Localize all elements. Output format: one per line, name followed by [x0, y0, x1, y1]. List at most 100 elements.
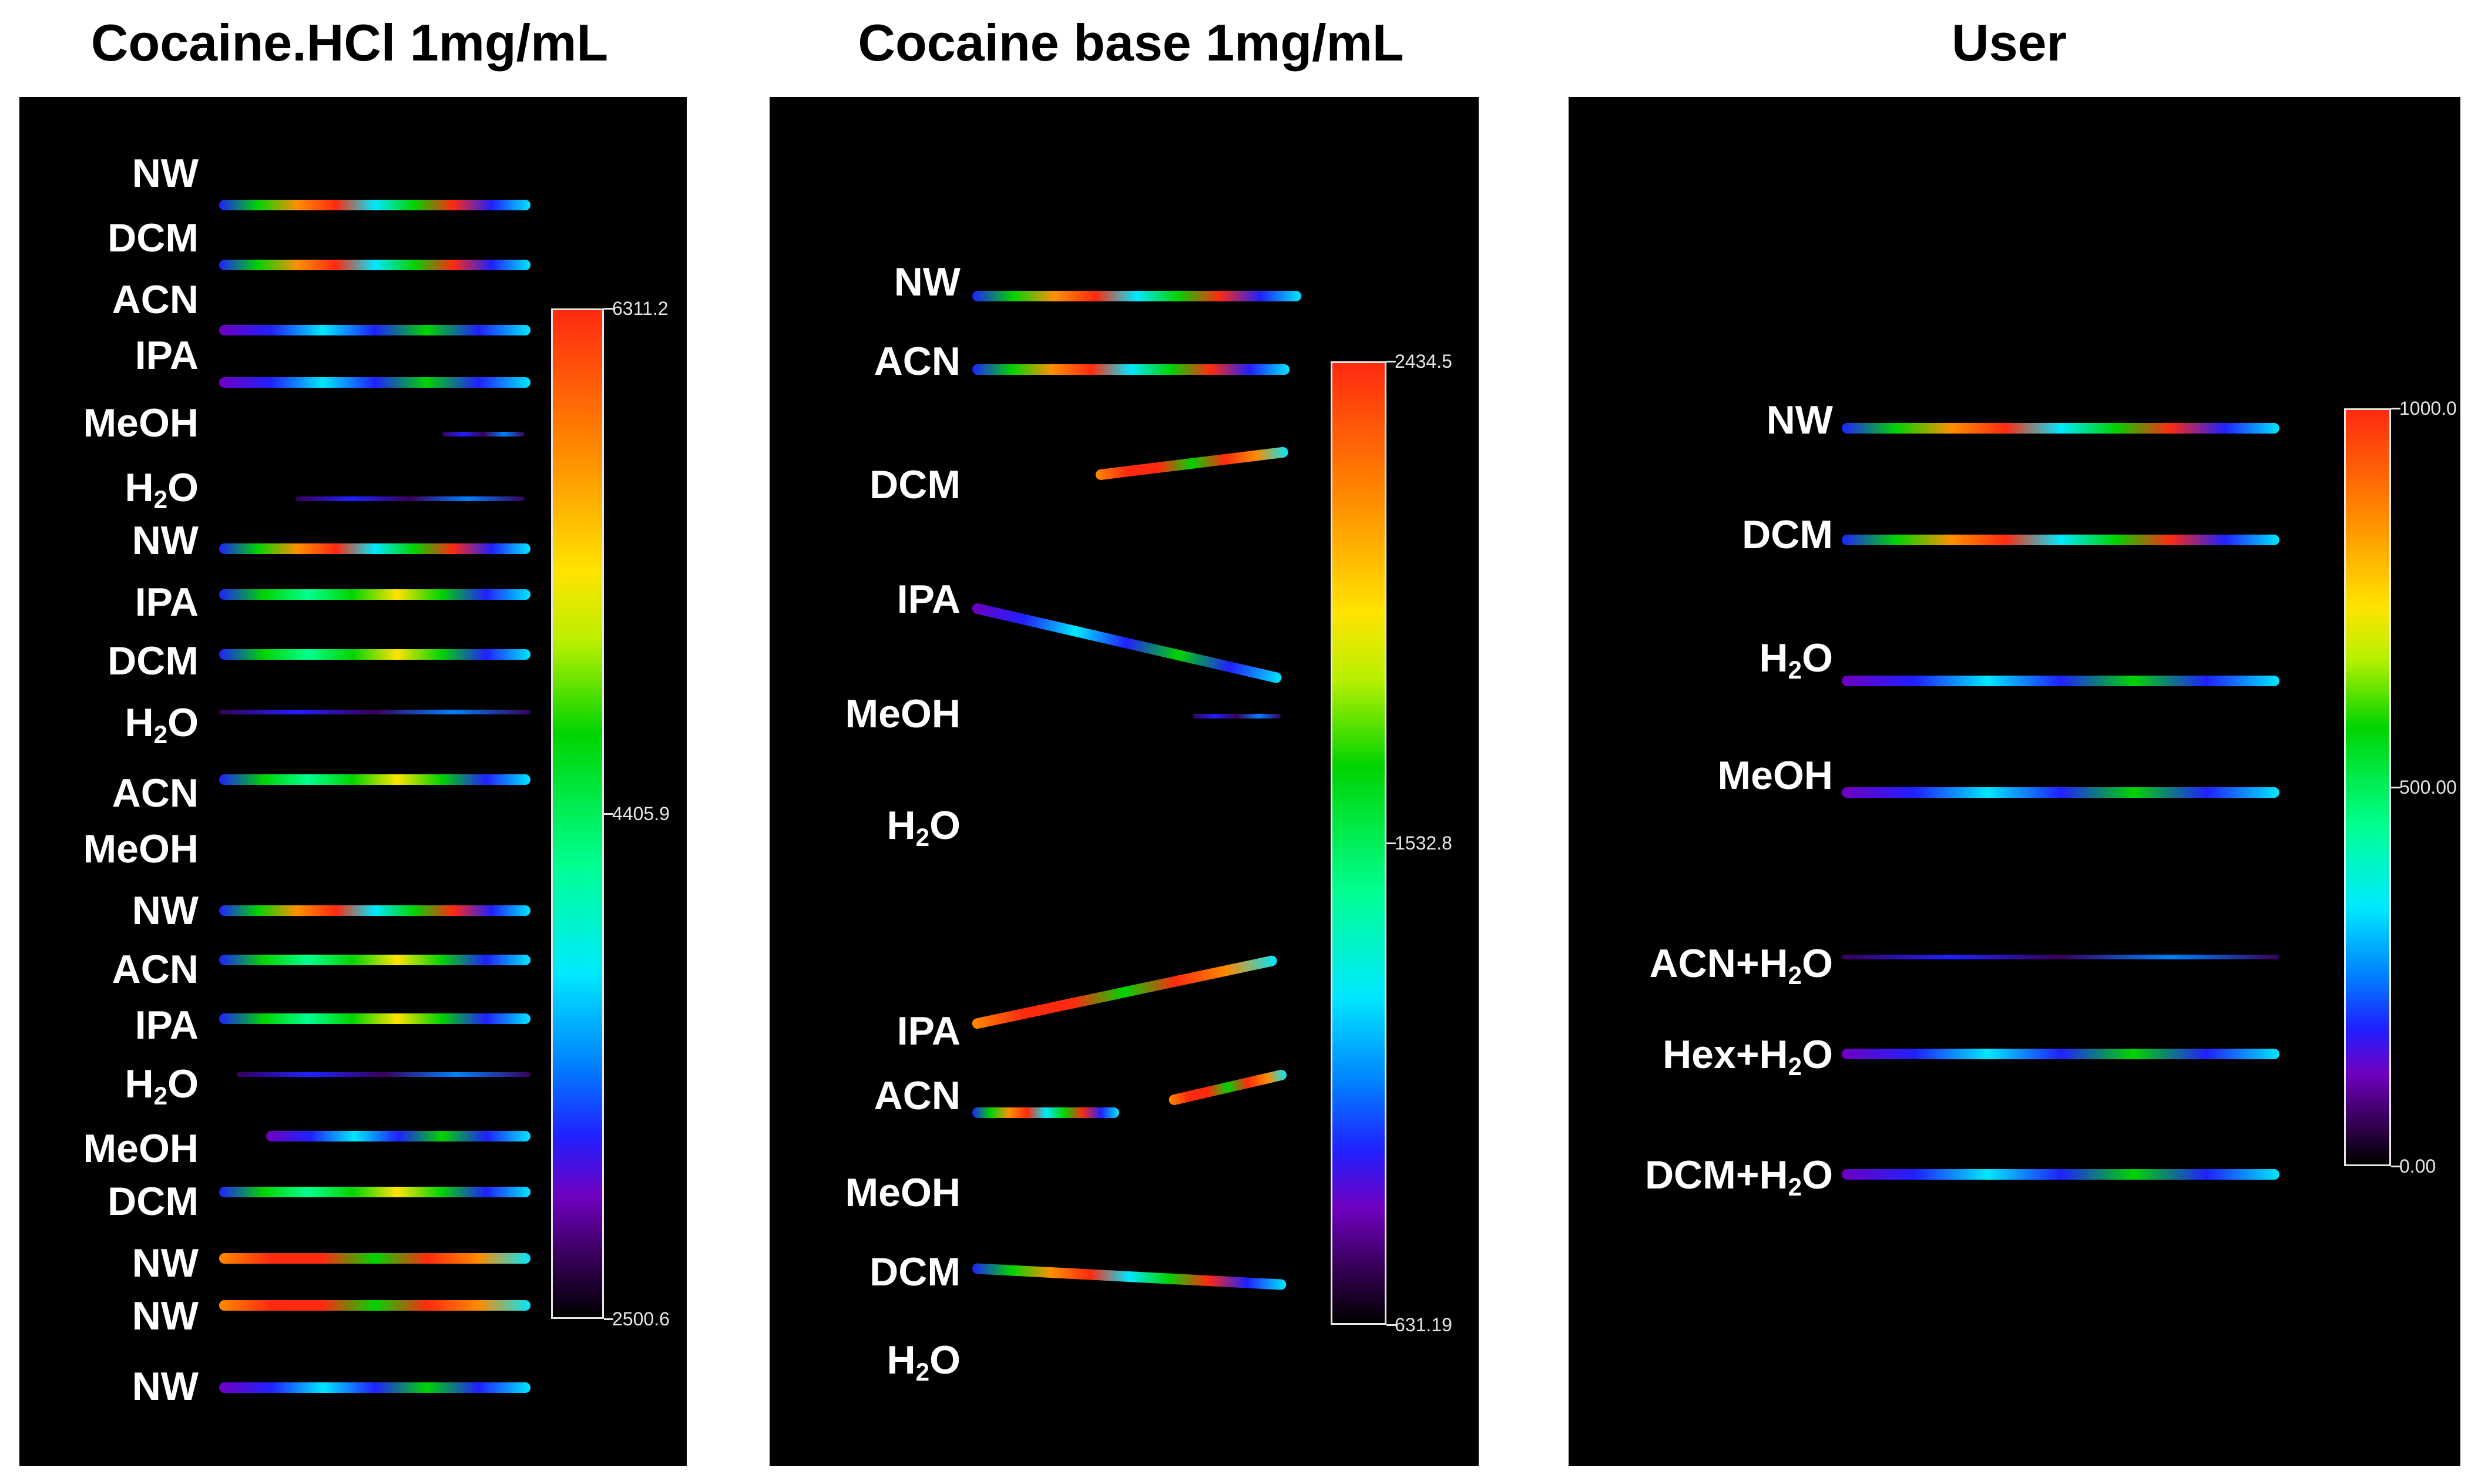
- sample-label: DCM: [108, 216, 199, 260]
- sample-label: ACN: [112, 771, 199, 815]
- intensity-colorbar: [2344, 408, 2391, 1166]
- colorbar-tick: [1386, 842, 1396, 844]
- panel-title-user: User: [1952, 14, 2067, 72]
- colorbar-tick-label: 631.19: [1395, 1314, 1452, 1335]
- sample-label: IPA: [135, 580, 199, 625]
- sample-label: ACN: [874, 339, 961, 384]
- spectral-streak: [219, 774, 530, 785]
- spectral-streak: [1842, 787, 2279, 798]
- spectral-streak: [1842, 955, 2279, 959]
- sample-label: MeOH: [845, 691, 961, 736]
- sample-label: NW: [132, 1294, 199, 1338]
- sample-label: H2O: [125, 465, 199, 513]
- colorbar-tick-label: 2500.6: [612, 1308, 670, 1329]
- sample-label: MeOH: [845, 1170, 961, 1215]
- spectral-streak: [972, 1263, 1287, 1290]
- sample-label: H2O: [125, 1062, 199, 1110]
- colorbar-tick-label: 4405.9: [612, 803, 670, 824]
- spectral-streak: [266, 1131, 530, 1141]
- colorbar-tick-label: 1532.8: [1395, 832, 1452, 854]
- sample-label: NW: [894, 260, 961, 304]
- spectral-streak: [1842, 1169, 2279, 1180]
- panel-title-base: Cocaine base 1mg/mL: [858, 14, 1404, 72]
- sample-label: NW: [132, 888, 199, 933]
- sample-label: MeOH: [83, 401, 199, 445]
- sample-label: NW: [132, 1241, 199, 1285]
- image-panel-user: NW DCM H2O MeOH ACN+H2O Hex+H2O DCM+H2O 1000.0 5…: [1569, 97, 2460, 1466]
- intensity-colorbar: [551, 308, 604, 1319]
- colorbar-tick: [604, 813, 613, 815]
- sample-label: NW: [132, 1364, 199, 1409]
- sample-label: H2O: [125, 700, 199, 748]
- sample-label: IPA: [135, 333, 199, 378]
- sample-label: ACN: [874, 1073, 961, 1118]
- colorbar-tick: [604, 308, 613, 310]
- sample-label: DCM+H2O: [1644, 1153, 1833, 1201]
- spectral-streak: [219, 649, 530, 660]
- sample-label: NW: [132, 518, 199, 563]
- spectral-streak: [219, 710, 530, 714]
- colorbar-tick-label: 2434.5: [1395, 351, 1452, 372]
- colorbar-tick: [2391, 1166, 2400, 1167]
- spectral-streak: [1842, 676, 2279, 686]
- intensity-colorbar: [1331, 361, 1386, 1325]
- spectral-streak: [219, 1253, 530, 1264]
- sample-label: H2O: [887, 803, 961, 851]
- sample-label: DCM: [869, 462, 961, 507]
- spectral-streak: [219, 905, 530, 916]
- spectral-streak: [219, 543, 530, 554]
- image-panel-base: NW ACN DCM IPA MeOH H2O IPA ACN MeOH DCM H2O 2434.5…: [770, 97, 1479, 1466]
- sample-label: IPA: [896, 1009, 961, 1053]
- spectral-streak: [219, 955, 530, 965]
- spectral-streak: [1167, 1069, 1288, 1106]
- colorbar-tick: [604, 1318, 613, 1320]
- sample-label: ACN+H2O: [1649, 941, 1834, 989]
- colorbar-tick-label: 6311.2: [612, 298, 669, 319]
- sample-label: NW: [132, 151, 199, 196]
- spectral-streak: [219, 1187, 530, 1197]
- sample-label: H2O: [1759, 636, 1833, 684]
- sample-label: H2O: [887, 1338, 961, 1386]
- spectral-streak: [971, 955, 1278, 1030]
- sample-label: DCM: [1742, 512, 1833, 557]
- sample-label: DCM: [869, 1250, 961, 1294]
- spectral-streak: [1094, 446, 1289, 481]
- sample-label: IPA: [135, 1003, 199, 1047]
- sample-label: ACN: [112, 947, 199, 992]
- sample-label: DCM: [108, 639, 199, 683]
- spectral-streak: [1193, 714, 1281, 719]
- spectral-streak: [972, 1107, 1119, 1118]
- spectral-streak: [219, 260, 530, 270]
- spectral-streak: [1842, 535, 2279, 545]
- colorbar-tick: [2391, 408, 2400, 409]
- spectral-streak: [219, 200, 530, 210]
- spectral-streak: [219, 377, 530, 388]
- sample-label: Hex+H2O: [1663, 1032, 1833, 1080]
- spectral-streak: [219, 1382, 530, 1393]
- spectral-streak: [1842, 423, 2279, 434]
- spectral-streak: [972, 364, 1290, 375]
- colorbar-tick: [2391, 787, 2400, 788]
- sample-label: IPA: [896, 577, 961, 622]
- spectral-streak: [237, 1072, 530, 1077]
- spectral-streak: [219, 325, 530, 335]
- spectral-streak: [972, 291, 1301, 301]
- sample-label: MeOH: [83, 1126, 199, 1171]
- sample-label: ACN: [112, 277, 199, 322]
- image-panel-hcl: NW DCM ACN IPA MeOH H2O NW IPA DCM H2O ACN MeOH NW AC…: [19, 97, 687, 1466]
- spectral-streak: [1842, 1049, 2279, 1059]
- colorbar-tick-label: 500.00: [2399, 777, 2457, 798]
- spectral-streak: [219, 1013, 530, 1024]
- sample-label: NW: [1766, 398, 1833, 442]
- spectral-streak: [971, 602, 1283, 684]
- spectral-streak: [442, 432, 525, 437]
- sample-label: MeOH: [1717, 753, 1833, 798]
- sample-label: DCM: [108, 1179, 199, 1224]
- spectral-streak: [296, 496, 525, 501]
- colorbar-tick: [1386, 1324, 1396, 1326]
- sample-label: MeOH: [83, 827, 199, 871]
- panel-title-hcl: Cocaine.HCl 1mg/mL: [90, 14, 609, 72]
- colorbar-tick-label: 0.00: [2399, 1156, 2436, 1177]
- colorbar-tick-label: 1000.0: [2399, 398, 2457, 419]
- spectral-streak: [219, 589, 530, 600]
